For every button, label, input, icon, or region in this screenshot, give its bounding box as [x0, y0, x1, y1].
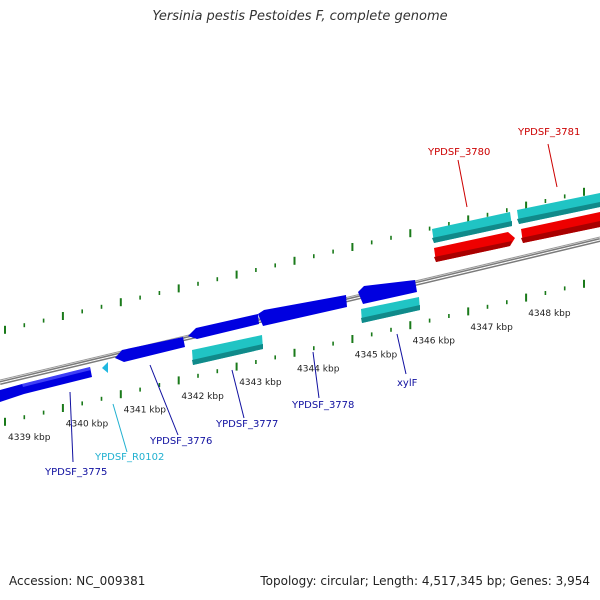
gene-xylf[interactable]	[361, 297, 420, 323]
tick-label: 4339 kbp	[8, 433, 51, 443]
label-xylf: xylF	[397, 378, 418, 389]
tick-labels: 4339 kbp 4340 kbp 4341 kbp 4342 kbp 4343 kbp…	[8, 309, 571, 443]
tick-label: 4340 kbp	[66, 419, 109, 429]
label-ypdsf-3778: YPDSF_3778	[291, 400, 354, 411]
gene-ypdsf-3778[interactable]	[258, 295, 347, 326]
gene-ypdsf-3777[interactable]	[192, 335, 263, 365]
genome-title: Yersinia pestis Pestoides F, complete ge…	[152, 9, 448, 24]
tick-label: 4347 kbp	[470, 323, 513, 333]
lower-tick-ring	[4, 279, 585, 426]
gene-ypdsf-3780[interactable]	[432, 212, 512, 243]
tick-label: 4346 kbp	[413, 337, 456, 347]
tick-label: 4344 kbp	[297, 364, 340, 374]
tick-label: 4341 kbp	[124, 406, 167, 416]
label-ypdsf-r0102: YPDSF_R0102	[94, 452, 164, 463]
gene-red-1[interactable]	[434, 232, 515, 262]
gene-xylf-blue[interactable]	[358, 280, 417, 304]
gene-ypdsf-3781[interactable]	[517, 193, 600, 224]
gene-ypdsf-3777-blue[interactable]	[188, 314, 259, 339]
label-ypdsf-3781: YPDSF_3781	[517, 127, 580, 138]
gene-ypdsf-3775[interactable]	[0, 367, 92, 402]
tick-label: 4342 kbp	[181, 392, 224, 402]
label-leaders	[69, 143, 558, 463]
label-ypdsf-3777: YPDSF_3777	[215, 419, 278, 430]
tick-label: 4343 kbp	[239, 378, 282, 388]
gene-ypdsf-3776[interactable]	[115, 337, 185, 362]
label-ypdsf-3780: YPDSF_3780	[427, 147, 490, 158]
tick-label: 4345 kbp	[355, 351, 398, 361]
accession-text: Accession: NC_009381	[9, 574, 146, 588]
label-ypdsf-3775: YPDSF_3775	[44, 467, 107, 478]
label-ypdsf-3776: YPDSF_3776	[149, 436, 212, 447]
tick-label: 4348 kbp	[528, 309, 571, 319]
genome-summary: Topology: circular; Length: 4,517,345 bp…	[260, 574, 590, 588]
gene-red-2[interactable]	[521, 212, 600, 243]
upper-tick-ring	[4, 187, 585, 334]
gene-ypdsf-r0102[interactable]	[102, 362, 108, 373]
